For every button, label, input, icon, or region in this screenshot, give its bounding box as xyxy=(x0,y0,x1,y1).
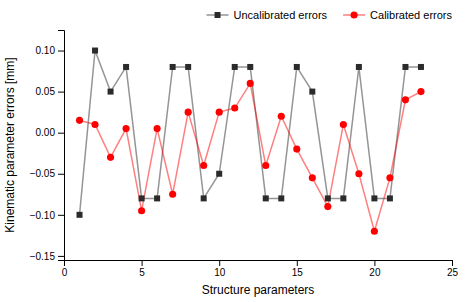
y-tick-label: 0.10 xyxy=(36,45,56,56)
y-tick: 0.00 xyxy=(36,127,64,138)
y-axis-title: Kinematic parameter errors [mm] xyxy=(3,57,17,232)
y-tick-label: 0.05 xyxy=(36,86,56,97)
x-tick-label: 0 xyxy=(62,267,68,278)
series-marker xyxy=(170,64,176,70)
series-marker xyxy=(77,212,83,218)
series-marker xyxy=(154,195,160,201)
series-marker xyxy=(169,191,176,198)
series-marker xyxy=(402,64,408,70)
legend-label: Uncalibrated errors xyxy=(234,9,328,21)
x-axis: 0 5 10 15 20 25 xyxy=(62,260,459,278)
legend-item: Uncalibrated errors xyxy=(207,9,328,21)
series-marker xyxy=(216,109,223,116)
x-tick-mark xyxy=(142,260,143,266)
x-tick-mark xyxy=(374,260,375,266)
x-tick-label: 10 xyxy=(214,267,226,278)
series-marker xyxy=(262,162,269,169)
series-marker xyxy=(232,64,238,70)
series-marker xyxy=(185,109,192,116)
x-tick-label: 15 xyxy=(292,267,304,278)
series-marker xyxy=(123,64,129,70)
series-marker xyxy=(402,96,409,103)
y-tick-mark xyxy=(58,215,64,216)
series-marker xyxy=(340,121,347,128)
x-axis-line xyxy=(65,261,453,267)
y-tick: 0.10 xyxy=(36,45,64,56)
y-tick: −0.15 xyxy=(30,251,64,262)
series-marker xyxy=(325,195,331,201)
series-marker xyxy=(154,125,161,132)
x-tick: 0 xyxy=(62,260,68,278)
x-axis-title: Structure parameters xyxy=(202,283,315,297)
series-marker xyxy=(309,174,316,181)
y-tick: −0.10 xyxy=(30,210,64,221)
series-marker xyxy=(108,89,114,95)
series-marker xyxy=(418,64,424,70)
x-tick: 15 xyxy=(292,260,304,278)
y-tick-label: −0.15 xyxy=(30,251,56,262)
series-marker xyxy=(355,170,362,177)
y-tick-mark xyxy=(58,133,64,134)
series-marker xyxy=(185,64,191,70)
series-marker xyxy=(263,195,269,201)
x-tick-mark xyxy=(452,260,453,266)
series-marker xyxy=(309,89,315,95)
series-marker xyxy=(76,117,83,124)
series-marker xyxy=(107,154,114,161)
series-marker xyxy=(231,104,238,111)
x-tick-label: 25 xyxy=(447,267,459,278)
chart: 0 5 10 15 20 25 −0.15 −0.10 −0.05 0.00 0.05 0.10 Str… xyxy=(0,0,468,302)
legend-marker xyxy=(351,11,358,18)
series-marker xyxy=(92,48,98,54)
series-marker xyxy=(387,195,393,201)
legend-label: Calibrated errors xyxy=(370,9,452,21)
x-tick: 10 xyxy=(214,260,226,278)
series-marker xyxy=(201,195,207,201)
y-tick-label: −0.05 xyxy=(30,168,56,179)
legend-item: Calibrated errors xyxy=(343,9,452,21)
series-marker xyxy=(91,121,98,128)
x-tick-mark xyxy=(219,260,220,266)
series-marker xyxy=(294,64,300,70)
series-marker xyxy=(371,228,378,235)
marks xyxy=(76,48,425,235)
series-line xyxy=(80,51,421,215)
y-tick-mark xyxy=(58,174,64,175)
legend-marker xyxy=(215,12,221,18)
y-tick-label: 0.00 xyxy=(36,127,56,138)
series-marker xyxy=(200,162,207,169)
series-marker xyxy=(324,203,331,210)
series-marker xyxy=(247,64,253,70)
series-marker xyxy=(247,80,254,87)
series-marker xyxy=(216,171,222,177)
series-marker xyxy=(417,88,424,95)
x-tick-label: 20 xyxy=(369,267,381,278)
series-line xyxy=(80,83,421,231)
series-marker xyxy=(139,195,145,201)
y-tick: 0.05 xyxy=(36,86,64,97)
series-marker xyxy=(278,195,284,201)
series-marker xyxy=(138,207,145,214)
plot-area: 0 5 10 15 20 25 −0.15 −0.10 −0.05 0.00 0.05 0.10 xyxy=(30,31,459,279)
series-marker xyxy=(293,146,300,153)
series-marker xyxy=(356,64,362,70)
y-tick-mark xyxy=(58,256,64,257)
y-tick: −0.05 xyxy=(30,168,64,179)
y-tick-mark xyxy=(58,92,64,93)
series-marker xyxy=(278,113,285,120)
x-tick: 25 xyxy=(447,260,459,278)
x-tick-label: 5 xyxy=(139,267,145,278)
series-marker xyxy=(340,195,346,201)
series-marker xyxy=(371,195,377,201)
x-tick: 5 xyxy=(139,260,145,278)
y-tick-label: −0.10 xyxy=(30,210,56,221)
x-tick: 20 xyxy=(369,260,381,278)
y-tick-mark xyxy=(58,51,64,52)
legend: Uncalibrated errors Calibrated errors xyxy=(207,9,453,21)
series-marker xyxy=(123,125,130,132)
series-marker xyxy=(386,174,393,181)
y-axis-line xyxy=(58,31,65,261)
x-tick-mark xyxy=(297,260,298,266)
y-axis: −0.15 −0.10 −0.05 0.00 0.05 0.10 xyxy=(30,31,65,262)
